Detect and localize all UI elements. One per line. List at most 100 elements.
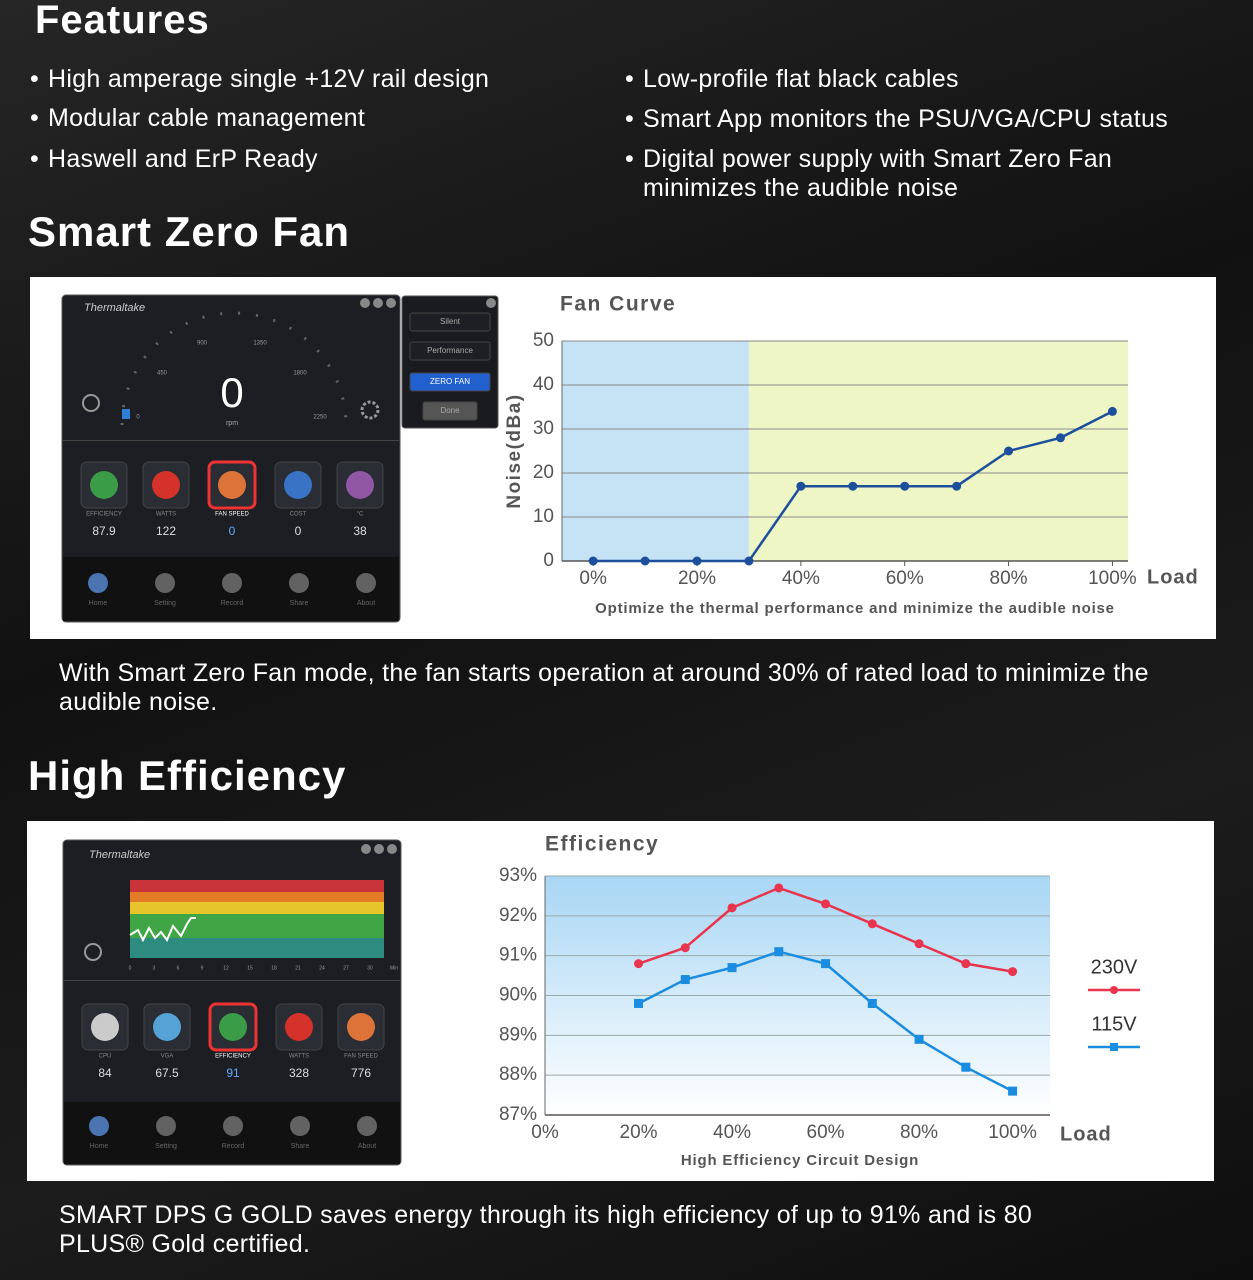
y-tick-label: 91% <box>499 945 537 966</box>
legend-marker <box>1110 986 1118 994</box>
stat-value: 0 <box>295 524 302 538</box>
mode-button[interactable] <box>409 372 491 392</box>
feature-item: Low-profile flat black cables <box>625 65 1233 94</box>
x-axis-label: Load <box>1147 566 1199 588</box>
marker <box>774 883 784 893</box>
marker <box>1055 433 1065 443</box>
nav-icon[interactable] <box>223 1116 243 1136</box>
graph-tick: 21 <box>295 965 301 971</box>
nav-label: Setting <box>154 600 176 607</box>
y-tick-label: 0 <box>543 550 554 571</box>
y-tick-label: 93% <box>499 865 537 886</box>
stat-value: 122 <box>156 524 176 538</box>
app-window: Thermaltake CPU 84 VGA 67.5 EFFICIENCY 91 WATT… <box>62 839 402 1166</box>
marker <box>796 481 806 491</box>
nav-icon[interactable] <box>356 573 376 593</box>
x-tick-label: 60% <box>807 1122 845 1143</box>
stat-label: WATTS <box>289 1054 309 1060</box>
x-tick-label: 20% <box>678 568 716 589</box>
stat-label: FAN SPEED <box>344 1054 378 1060</box>
marker <box>680 943 690 953</box>
graph-tick: 18 <box>271 965 277 971</box>
y-axis-label: Noise(dBa) <box>504 393 525 508</box>
nav-icon[interactable] <box>156 1116 176 1136</box>
app-brand: Thermaltake <box>84 302 145 314</box>
window-button[interactable] <box>386 298 396 308</box>
nav-icon[interactable] <box>357 1116 377 1136</box>
gauge-label: 900 <box>197 341 208 347</box>
window-button[interactable] <box>361 844 371 854</box>
window-button[interactable] <box>373 298 383 308</box>
x-axis-label: Load <box>1060 1123 1112 1145</box>
marker <box>914 939 924 949</box>
mode-button[interactable] <box>422 401 478 421</box>
graph-tick: 30 <box>367 965 373 971</box>
stat-icon <box>153 1013 181 1041</box>
y-tick-label: 87% <box>499 1104 537 1125</box>
stat-label: COST <box>290 512 307 518</box>
marker <box>692 556 702 566</box>
y-tick-label: 30 <box>533 418 554 439</box>
stat-icon <box>91 1013 119 1041</box>
feature-item: Smart App monitors the PSU/VGA/CPU statu… <box>625 105 1233 134</box>
graph-tick: 9 <box>201 965 204 971</box>
marker <box>961 959 971 969</box>
nav-icon[interactable] <box>88 573 108 593</box>
marker <box>1107 406 1117 416</box>
nav-icon[interactable] <box>222 573 242 593</box>
gauge-label: 1350 <box>253 341 267 347</box>
marker <box>680 975 690 985</box>
legend-marker <box>1110 1043 1118 1051</box>
y-tick-label: 92% <box>499 905 537 926</box>
marker <box>774 947 784 957</box>
mode-button[interactable] <box>409 312 491 332</box>
legend-label: 115V <box>1091 1013 1137 1035</box>
stat-icon <box>90 471 118 499</box>
nav-icon[interactable] <box>155 573 175 593</box>
section-title: Smart Zero Fan <box>28 208 351 255</box>
window-button[interactable] <box>374 844 384 854</box>
mode-button[interactable] <box>409 341 491 361</box>
stat-icon <box>218 471 246 499</box>
gauge-level <box>122 409 130 419</box>
zone <box>562 341 749 561</box>
mode-label: Silent <box>440 317 461 326</box>
x-tick-label: 100% <box>1088 568 1137 589</box>
nav-icon[interactable] <box>289 573 309 593</box>
mode-label: Performance <box>427 346 473 355</box>
divider <box>64 980 400 981</box>
graph-tick: 15 <box>247 965 253 971</box>
window-button[interactable] <box>387 844 397 854</box>
marker <box>634 998 644 1008</box>
nav-label: Home <box>89 600 108 607</box>
nav-icon[interactable] <box>89 1116 109 1136</box>
stat-label: FAN SPEED <box>215 512 249 518</box>
stat-value: 84 <box>98 1066 112 1080</box>
graph-band <box>130 914 384 938</box>
divider <box>63 440 399 441</box>
mode-popup: Silent Performance ZERO FAN Done <box>401 295 499 429</box>
refresh-icon[interactable] <box>82 394 100 412</box>
settings-icon[interactable] <box>360 400 380 420</box>
stat-label: EFFICIENCY <box>86 512 122 518</box>
graph-tick: 27 <box>343 965 349 971</box>
zone <box>748 341 1128 561</box>
graph-band <box>130 880 384 892</box>
nav-label: Share <box>291 1143 310 1150</box>
stat-icon <box>219 1013 247 1041</box>
nav-label: Home <box>90 1143 109 1150</box>
stat-icon <box>284 471 312 499</box>
refresh-icon[interactable] <box>84 943 102 961</box>
close-button[interactable] <box>486 298 496 308</box>
y-tick-label: 90% <box>499 985 537 1006</box>
stat-value: 91 <box>226 1066 240 1080</box>
nav-icon[interactable] <box>290 1116 310 1136</box>
rpm-value: 0 <box>220 369 243 416</box>
legend-label: 230V <box>1091 956 1138 978</box>
marker <box>727 903 737 913</box>
window-button[interactable] <box>360 298 370 308</box>
marker <box>634 959 644 969</box>
chart-title: Efficiency <box>545 833 659 856</box>
app-window: Thermaltake 0 rpm 0 450 900 1350 1800 2250 EFF… <box>61 294 401 623</box>
